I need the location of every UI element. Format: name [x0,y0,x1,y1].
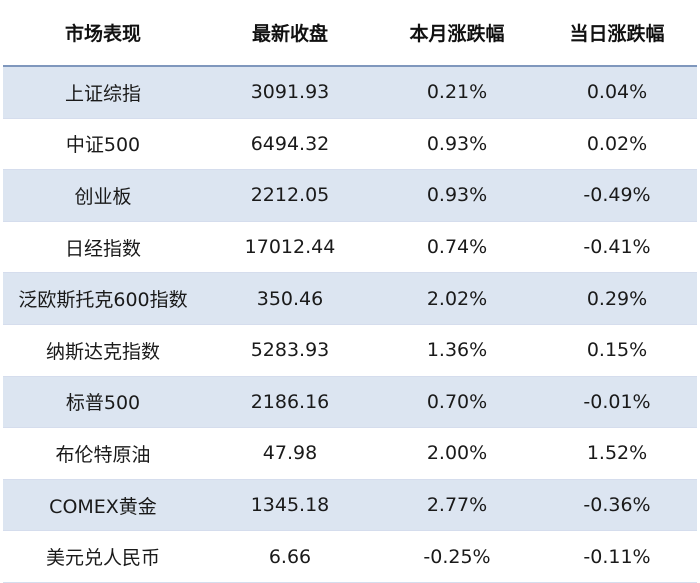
table-row: 纳斯达克指数 5283.93 1.36% 0.15% [3,324,697,377]
table-row: 标普500 2186.16 0.70% -0.01% [3,376,697,429]
row-month-change: -0.25% [423,545,491,568]
table-row: 泛欧斯托克600指数 350.46 2.02% 0.29% [3,273,697,325]
row-month-change: 2.00% [426,442,488,465]
row-month-change: 2.02% [426,287,488,310]
header-day-change: 当日涨跌幅 [569,23,665,45]
table-row: 布伦特原油 47.98 2.00% 1.52% [3,428,697,480]
row-month-change: 0.74% [426,236,488,259]
table-row: COMEX黄金 1345.18 2.77% -0.36% [3,479,697,532]
row-name: 泛欧斯托克600指数 [18,289,188,312]
row-name: 标普500 [65,392,141,415]
table-row: 美元兑人民币 6.66 -0.25% -0.11% [3,531,697,583]
table-row: 创业板 2212.05 0.93% -0.49% [3,170,697,222]
row-day-change: -0.11% [583,545,651,568]
row-close: 2186.16 [250,390,330,413]
market-performance-table: 市场表现 最新收盘 本月涨跌幅 当日涨跌幅 上证综指 3091.93 0.21%… [3,0,697,583]
row-day-change: 1.52% [586,442,648,465]
row-name: 上证综指 [64,82,141,105]
row-close: 2212.05 [250,184,330,207]
row-month-change: 1.36% [426,339,488,362]
header-latest-close: 最新收盘 [251,23,328,45]
row-close: 17012.44 [244,236,336,259]
row-month-change: 0.93% [426,132,488,155]
row-close: 6.66 [268,545,312,568]
row-day-change: -0.01% [583,390,651,413]
row-close: 5283.93 [250,339,330,362]
row-close: 6494.32 [250,132,330,155]
row-name: COMEX黄金 [49,495,157,518]
row-name: 日经指数 [64,237,141,260]
row-day-change: -0.41% [583,236,651,259]
row-close: 1345.18 [250,494,330,517]
table-row: 中证500 6494.32 0.93% 0.02% [3,118,697,171]
row-day-change: -0.49% [583,184,651,207]
row-close: 350.46 [256,287,324,310]
table-row: 日经指数 17012.44 0.74% -0.41% [3,221,697,274]
header-month-change: 本月涨跌幅 [409,23,505,45]
row-close: 47.98 [262,442,318,465]
row-month-change: 0.21% [426,81,488,104]
row-day-change: 0.29% [586,287,648,310]
row-name: 布伦特原油 [55,443,151,466]
table-row: 上证综指 3091.93 0.21% 0.04% [3,67,697,119]
row-name: 美元兑人民币 [45,547,160,570]
row-day-change: 0.15% [586,339,648,362]
row-month-change: 0.70% [426,390,488,413]
row-day-change: -0.36% [583,494,651,517]
header-market: 市场表现 [64,23,141,45]
row-day-change: 0.04% [586,81,648,104]
row-close: 3091.93 [250,81,330,104]
row-name: 纳斯达克指数 [45,340,160,363]
row-name: 创业板 [74,185,132,208]
row-name: 中证500 [65,134,141,157]
table-header: 市场表现 最新收盘 本月涨跌幅 当日涨跌幅 [3,0,697,67]
row-month-change: 2.77% [426,494,488,517]
row-day-change: 0.02% [586,132,648,155]
row-month-change: 0.93% [426,184,488,207]
